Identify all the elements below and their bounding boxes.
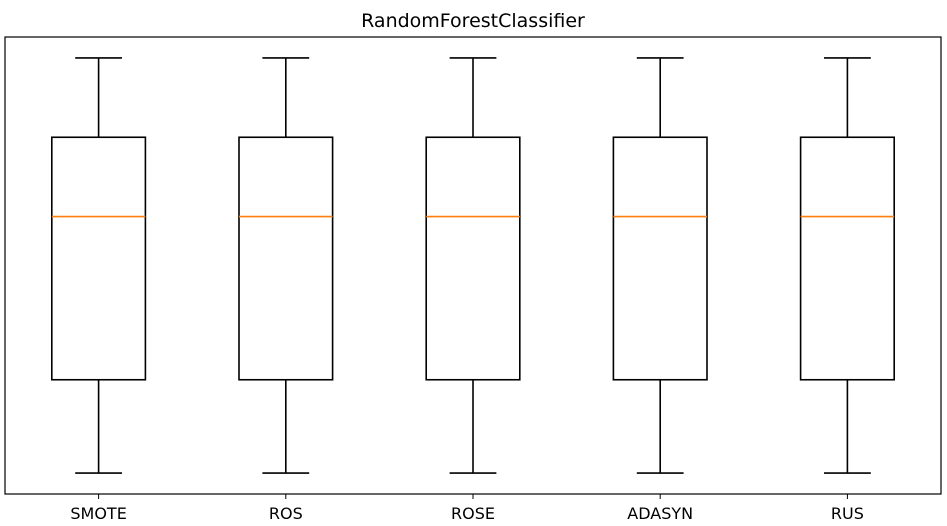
x-tick-label-smote: SMOTE [70, 504, 126, 523]
box-iqr-smote [50, 136, 147, 381]
box-iqr-ros [238, 136, 334, 381]
box-smote [50, 57, 147, 474]
box-iqr-rose [425, 136, 521, 381]
box-iqr-adasyn [612, 136, 708, 381]
x-tick-label-adasyn: ADASYN [627, 504, 693, 523]
box-group [50, 57, 895, 474]
box-adasyn [612, 57, 708, 474]
chart-title: RandomForestClassifier [361, 10, 585, 32]
box-iqr-rus [799, 136, 895, 381]
x-tick-label-rose: ROSE [451, 504, 495, 523]
box-rose [425, 57, 521, 474]
x-tick-label-rus: RUS [831, 504, 864, 523]
x-axis-ticks: SMOTE ROS ROSE ADASYN RUS [70, 494, 864, 523]
box-rus [799, 57, 895, 474]
x-tick-label-ros: ROS [269, 504, 303, 523]
box-ros [238, 57, 334, 474]
